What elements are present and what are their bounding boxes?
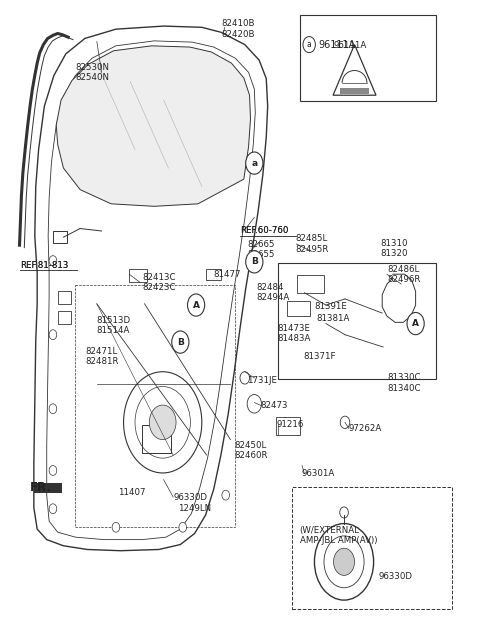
Text: 96111A: 96111A — [319, 40, 356, 50]
Text: 96111A: 96111A — [333, 42, 366, 50]
Text: B: B — [251, 257, 258, 267]
Text: REF.81-813: REF.81-813 — [21, 261, 69, 270]
Text: A: A — [412, 319, 419, 328]
Text: 82471L
82481R: 82471L 82481R — [85, 347, 119, 366]
Text: (W/EXTERNAL
AMP-JBL AMP(AV)): (W/EXTERNAL AMP-JBL AMP(AV)) — [300, 526, 377, 545]
Text: 81371F: 81371F — [303, 352, 336, 361]
Text: 91216: 91216 — [276, 420, 304, 428]
Text: 1731JE: 1731JE — [247, 376, 277, 386]
Text: A: A — [192, 301, 200, 309]
Text: 96330D: 96330D — [173, 492, 207, 502]
Text: 81391E: 81391E — [314, 303, 347, 311]
Text: 82413C
82423C: 82413C 82423C — [142, 273, 176, 292]
Text: 82484
82494A: 82484 82494A — [257, 283, 290, 303]
Circle shape — [49, 255, 57, 265]
Circle shape — [222, 490, 229, 500]
Text: a: a — [307, 40, 312, 49]
Text: B: B — [177, 338, 184, 347]
Text: 81310
81320: 81310 81320 — [381, 239, 408, 258]
Text: 81477: 81477 — [214, 270, 241, 279]
Circle shape — [246, 152, 263, 174]
FancyBboxPatch shape — [278, 263, 436, 379]
Text: REF.81-813: REF.81-813 — [21, 261, 69, 270]
Text: 81330C
81340C: 81330C 81340C — [387, 373, 420, 392]
Circle shape — [49, 330, 57, 340]
Text: 82485L
82495R: 82485L 82495R — [295, 234, 328, 254]
Circle shape — [172, 331, 189, 353]
FancyBboxPatch shape — [34, 483, 61, 493]
Circle shape — [303, 37, 315, 53]
Text: FR.: FR. — [30, 481, 52, 494]
Text: 11407: 11407 — [118, 487, 146, 497]
Text: 96330D: 96330D — [378, 572, 412, 581]
Text: 82450L
82460R: 82450L 82460R — [234, 441, 268, 461]
FancyBboxPatch shape — [340, 88, 369, 94]
FancyBboxPatch shape — [292, 487, 452, 609]
Text: 81513D
81514A: 81513D 81514A — [97, 316, 131, 335]
Text: 82530N
82540N: 82530N 82540N — [75, 63, 109, 82]
Text: 96301A: 96301A — [301, 469, 335, 478]
Text: 81381A: 81381A — [316, 314, 350, 322]
Text: 97262A: 97262A — [349, 424, 382, 433]
Circle shape — [334, 548, 355, 575]
Text: 82473: 82473 — [261, 401, 288, 410]
Circle shape — [407, 312, 424, 335]
Circle shape — [188, 294, 204, 316]
Polygon shape — [56, 46, 251, 206]
Text: REF.60-760: REF.60-760 — [240, 226, 288, 236]
Text: 81473E
81483A: 81473E 81483A — [277, 324, 311, 343]
Text: REF.60-760: REF.60-760 — [240, 226, 288, 236]
FancyBboxPatch shape — [300, 15, 436, 102]
Text: 82665
82655: 82665 82655 — [247, 240, 275, 259]
Circle shape — [179, 522, 187, 532]
Text: 1249LN: 1249LN — [178, 504, 211, 513]
Text: a: a — [251, 159, 257, 167]
Text: 82486L
82496R: 82486L 82496R — [387, 265, 420, 284]
Circle shape — [49, 504, 57, 514]
Text: 82410B
82420B: 82410B 82420B — [221, 19, 254, 39]
Circle shape — [112, 522, 120, 532]
Circle shape — [149, 405, 176, 440]
Circle shape — [49, 466, 57, 476]
Circle shape — [246, 250, 263, 273]
Circle shape — [49, 404, 57, 414]
